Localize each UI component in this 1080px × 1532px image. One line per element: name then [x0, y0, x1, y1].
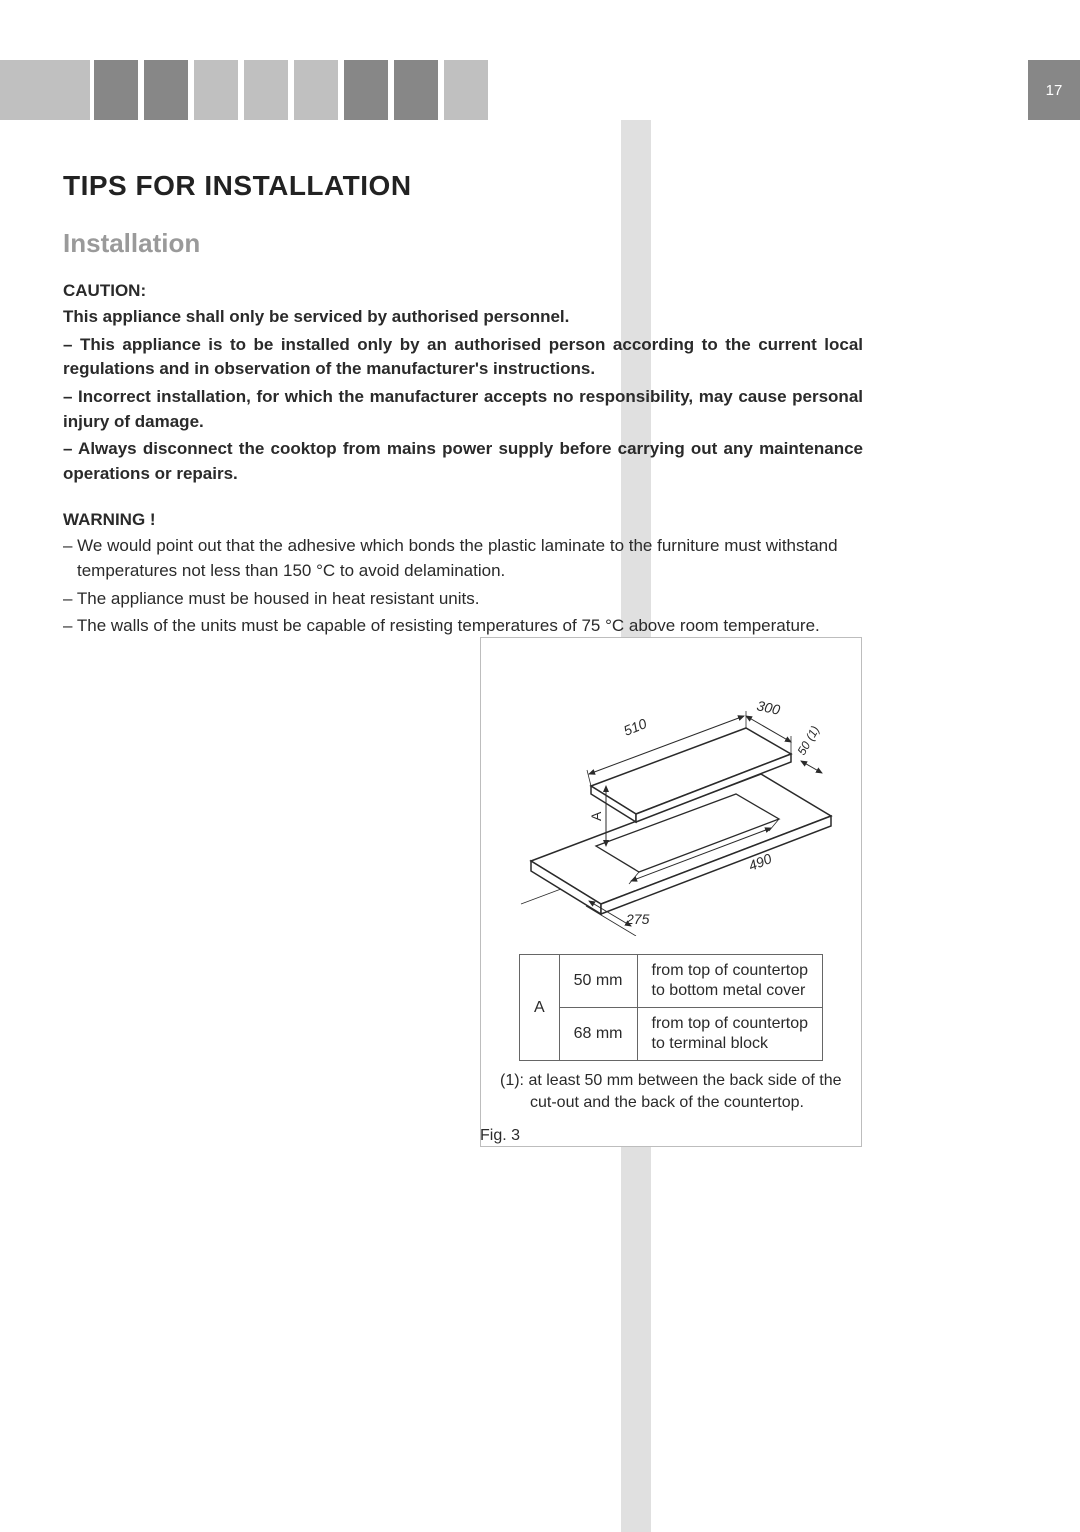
header-bar: [194, 60, 238, 120]
svg-text:A: A: [588, 811, 604, 821]
caution-line: – This appliance is to be installed only…: [63, 333, 863, 382]
dim-value: 68 mm: [559, 1008, 637, 1061]
title-main: TIPS FOR INSTALLATION: [63, 170, 863, 202]
warning-heading: WARNING !: [63, 510, 863, 530]
table-row: 68 mmfrom top of countertop to terminal …: [519, 1008, 822, 1061]
svg-text:300: 300: [755, 697, 781, 718]
svg-text:510: 510: [621, 715, 649, 739]
header-bar: [294, 60, 338, 120]
page-number: 17: [1028, 60, 1080, 120]
dim-desc: from top of countertop to terminal block: [637, 1008, 823, 1061]
header-bar: [244, 60, 288, 120]
cutout-diagram: 30051050 (1)490275A: [501, 656, 841, 936]
dimension-table: A50 mmfrom top of countertop to bottom m…: [519, 954, 823, 1061]
header-bars: [0, 60, 1080, 120]
dim-value: 50 mm: [559, 955, 637, 1008]
table-row: A50 mmfrom top of countertop to bottom m…: [519, 955, 822, 1008]
caution-heading: CAUTION:: [63, 281, 863, 301]
header-bar: [444, 60, 488, 120]
header-bar: [344, 60, 388, 120]
caution-line: – Always disconnect the cooktop from mai…: [63, 437, 863, 486]
warning-line: – The walls of the units must be capable…: [63, 614, 863, 639]
table-row-label: A: [519, 955, 559, 1061]
header-bar: [94, 60, 138, 120]
caution-line: This appliance shall only be serviced by…: [63, 305, 863, 330]
svg-text:275: 275: [625, 911, 650, 927]
figure-caption: Fig. 3: [480, 1127, 520, 1145]
title-sub: Installation: [63, 228, 863, 259]
header-bar: [144, 60, 188, 120]
dim-desc: from top of countertop to bottom metal c…: [637, 955, 823, 1008]
content-column: TIPS FOR INSTALLATION Installation CAUTI…: [63, 170, 863, 642]
figure-footnote: (1): at least 50 mm between the back sid…: [500, 1070, 860, 1113]
caution-line: – Incorrect installation, for which the …: [63, 385, 863, 434]
header-bar: [394, 60, 438, 120]
svg-text:50 (1): 50 (1): [794, 723, 822, 757]
warning-line: – We would point out that the adhesive w…: [63, 534, 863, 583]
warning-line: – The appliance must be housed in heat r…: [63, 587, 863, 612]
header-bar: [0, 60, 90, 120]
